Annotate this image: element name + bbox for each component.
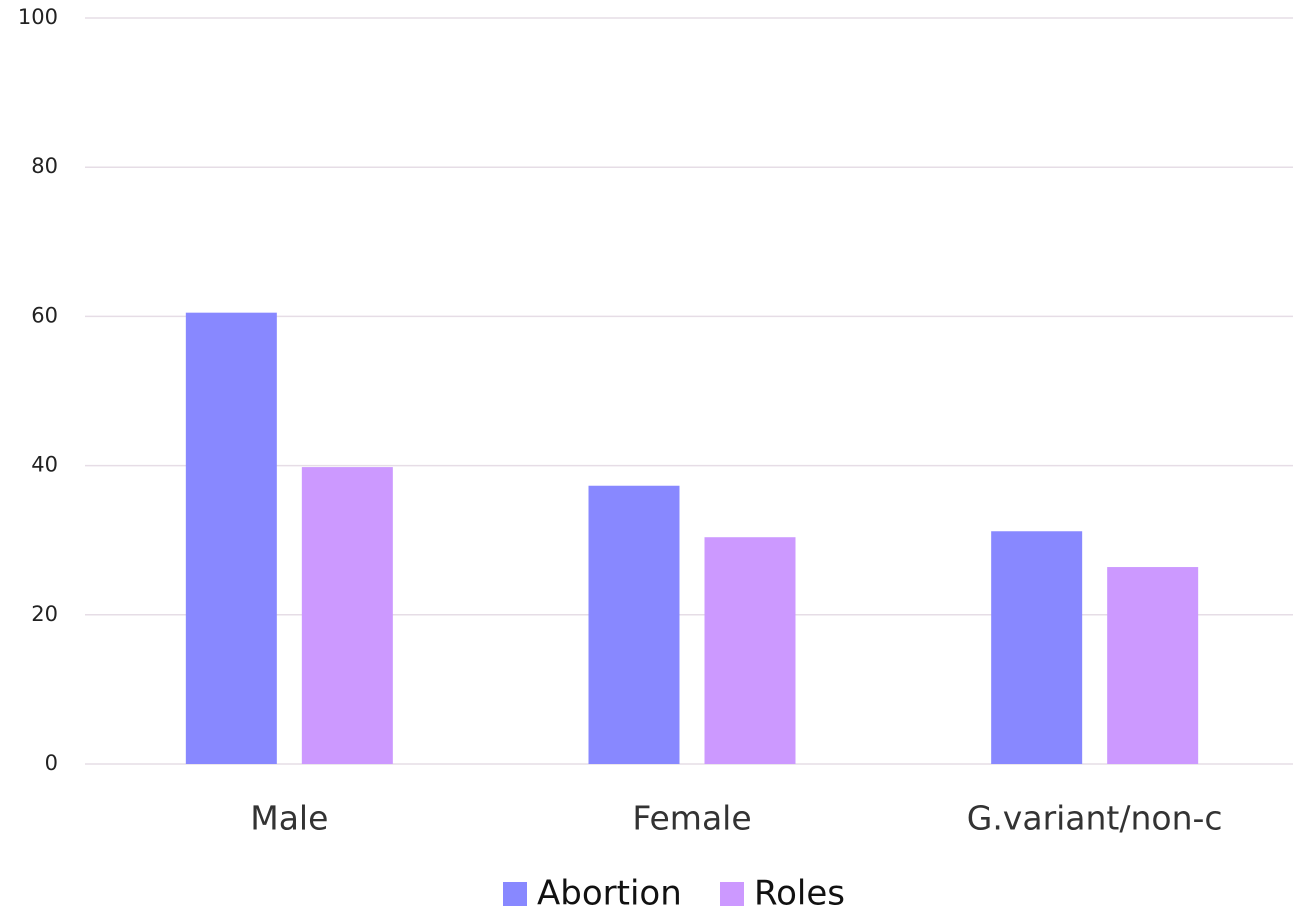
x-tick-label: Male bbox=[250, 799, 328, 838]
legend-label: Abortion bbox=[537, 874, 682, 910]
legend-label: Roles bbox=[754, 874, 845, 910]
y-tick-label: 20 bbox=[31, 602, 58, 626]
y-tick-label: 0 bbox=[45, 751, 58, 775]
legend-swatch bbox=[720, 882, 744, 906]
y-tick-label: 80 bbox=[31, 154, 58, 178]
y-tick-label: 40 bbox=[31, 453, 58, 477]
bar bbox=[704, 537, 796, 764]
y-tick-label: 100 bbox=[18, 5, 58, 29]
bar bbox=[991, 531, 1083, 764]
bar bbox=[185, 312, 277, 764]
bar bbox=[1107, 567, 1199, 764]
bar bbox=[301, 467, 393, 764]
bar bbox=[588, 485, 680, 764]
y-tick-label: 60 bbox=[31, 303, 58, 327]
x-tick-label: G.variant/non-c bbox=[967, 799, 1223, 838]
legend-swatch bbox=[503, 882, 527, 906]
x-tick-label: Female bbox=[632, 799, 751, 838]
